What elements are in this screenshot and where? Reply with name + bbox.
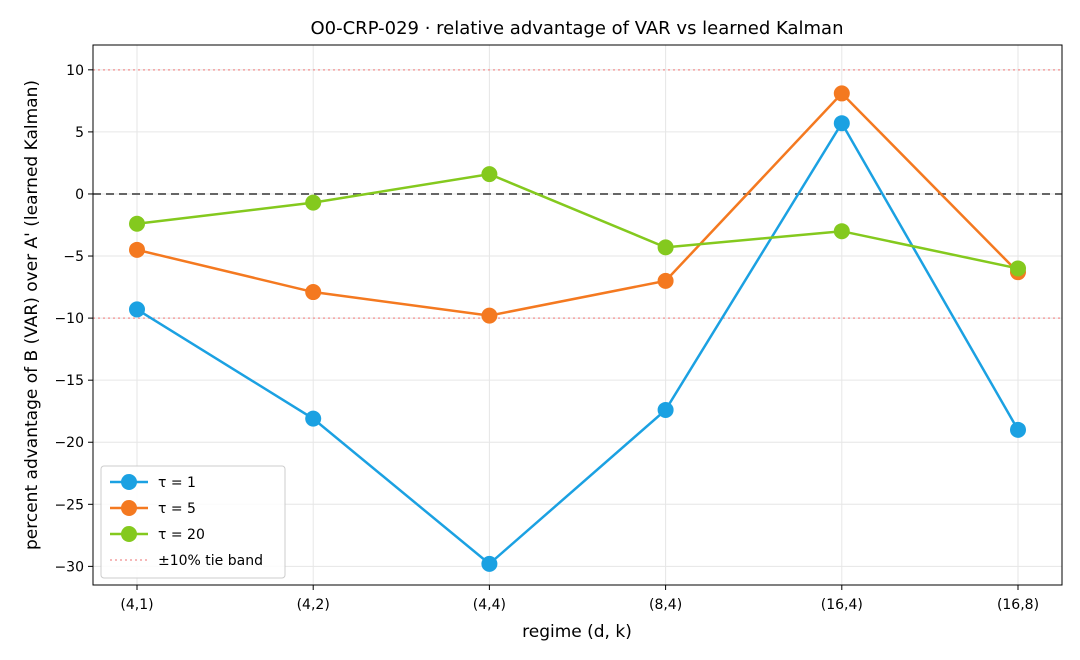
data-point xyxy=(833,223,850,240)
x-tick-label: (4,1) xyxy=(120,597,153,613)
data-point xyxy=(481,166,498,183)
data-point xyxy=(305,284,322,301)
data-point xyxy=(1010,260,1026,277)
y-axis-label: percent advantage of B (VAR) over A' (le… xyxy=(22,80,42,550)
legend-label: ±10% tie band xyxy=(158,553,263,569)
y-tick-label: 10 xyxy=(66,63,84,79)
data-point xyxy=(657,239,674,256)
data-point xyxy=(481,555,498,572)
data-point xyxy=(129,215,145,232)
data-point xyxy=(657,401,674,418)
data-point xyxy=(833,115,850,132)
series-line xyxy=(136,91,1019,317)
y-axis-ticks: 10 5 0 −5 −10 −15 −20 −25 −30 xyxy=(54,63,93,575)
x-tick-label: (4,2) xyxy=(297,597,330,613)
legend-label: τ = 5 xyxy=(158,501,196,517)
y-tick-label: 0 xyxy=(75,187,84,203)
data-point xyxy=(657,272,674,289)
y-tick-label: −25 xyxy=(54,497,84,513)
series-line xyxy=(136,172,1019,270)
y-tick-label: 5 xyxy=(75,125,84,141)
y-tick-label: −15 xyxy=(54,373,84,389)
legend-box xyxy=(100,465,286,579)
reference-lines xyxy=(93,69,1062,319)
legend-label: τ = 1 xyxy=(158,475,196,491)
data-point xyxy=(305,410,322,427)
x-tick-label: (16,4) xyxy=(821,597,863,613)
y-tick-label: −10 xyxy=(54,311,84,327)
x-axis-ticks: (4,1) (4,2) (4,4) (8,4) (16,4) (16,8) xyxy=(120,585,1039,613)
y-tick-label: −20 xyxy=(54,435,84,451)
x-axis-label: regime (d, k) xyxy=(522,622,632,642)
legend-marker xyxy=(121,500,137,516)
x-tick-label: (4,4) xyxy=(473,597,506,613)
legend-marker xyxy=(121,526,137,542)
y-tick-label: −30 xyxy=(54,559,84,575)
data-point xyxy=(1010,421,1026,438)
data-point xyxy=(481,307,498,324)
chart-title: O0-CRP-029 · relative advantage of VAR v… xyxy=(311,18,844,39)
plot-frame xyxy=(92,44,1063,586)
legend: τ = 1 τ = 5 τ = 20 ±10% tie band xyxy=(100,465,286,579)
y-tick-label: −5 xyxy=(63,249,84,265)
series xyxy=(129,85,1026,572)
data-point xyxy=(833,85,850,102)
x-tick-label: (8,4) xyxy=(649,597,682,613)
x-tick-label: (16,8) xyxy=(997,597,1039,613)
legend-marker xyxy=(121,474,137,490)
data-point xyxy=(129,241,145,258)
legend-label: τ = 20 xyxy=(158,527,205,543)
data-point xyxy=(305,194,322,211)
data-point xyxy=(129,301,145,318)
series-line xyxy=(136,120,1020,566)
